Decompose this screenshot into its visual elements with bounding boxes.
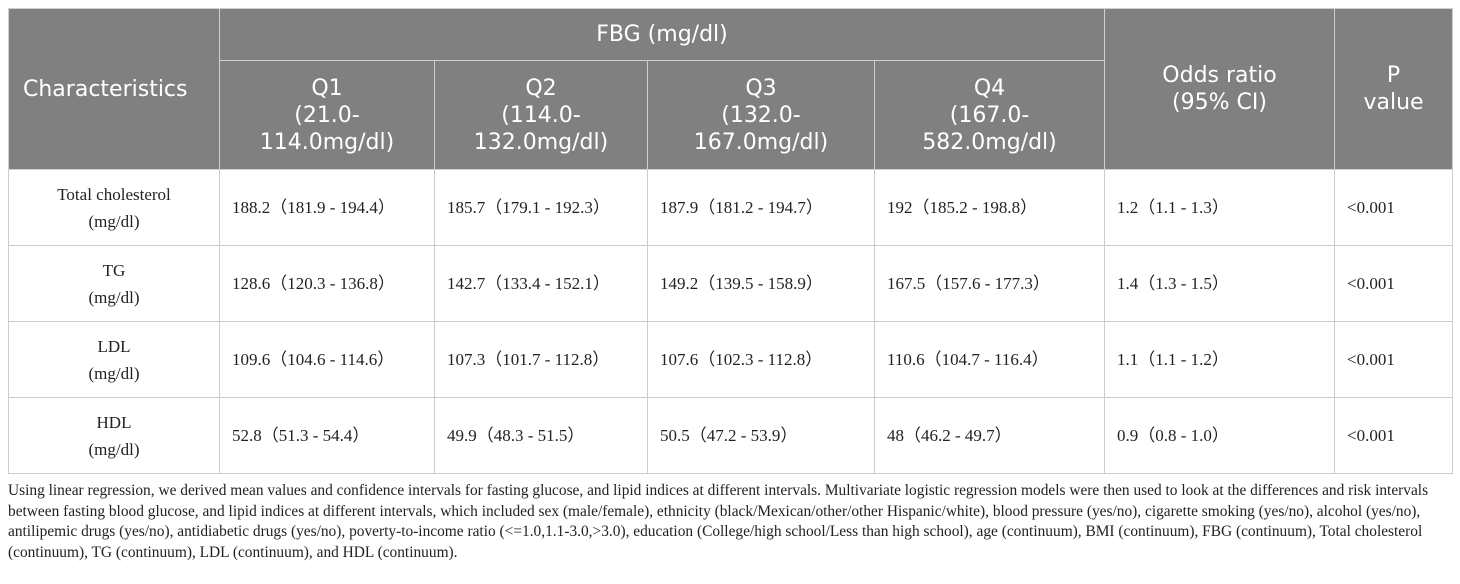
row-label-name: TG (102, 260, 126, 280)
table-footnote: Using linear regression, we derived mean… (8, 482, 1429, 561)
quartile-name: Q4 (973, 75, 1006, 101)
cell-q4: 192（185.2 - 198.8） (873, 169, 1106, 246)
characteristics-header: Characteristics (8, 8, 220, 170)
row-label-unit: (mg/dl) (88, 287, 140, 307)
cell-q1: 52.8（51.3 - 54.4） (219, 397, 435, 474)
table-row: Total cholesterol (mg/dl) 188.2（181.9 - 1… (8, 169, 1454, 246)
cell-q3: 149.2（139.5 - 158.9） (647, 245, 875, 322)
table-header: Characteristics FBG (mg/dl) Odds ratio (9… (8, 8, 1454, 170)
quartile-header-q4: Q4 (167.0- 582.0mg/dl) (873, 60, 1106, 170)
cell-q3: 187.9（181.2 - 194.7） (647, 169, 875, 246)
quartile-range-end: 582.0mg/dl) (922, 129, 1057, 155)
odds-ratio-line2: (95% CI) (1172, 90, 1267, 115)
quartile-range-start: (114.0- (501, 102, 581, 128)
row-label: TG (mg/dl) (8, 245, 220, 322)
cell-p-value: <0.001 (1334, 397, 1454, 474)
cell-odds-ratio: 0.9（0.8 - 1.0） (1104, 397, 1336, 474)
header-row-1: Characteristics FBG (mg/dl) Odds ratio (9… (8, 8, 1454, 170)
row-label-name: Total cholesterol (57, 184, 171, 204)
cell-odds-ratio: 1.4（1.3 - 1.5） (1104, 245, 1336, 322)
cell-q4: 167.5（157.6 - 177.3） (873, 245, 1106, 322)
table-body: Total cholesterol (mg/dl) 188.2（181.9 - 1… (8, 169, 1454, 474)
cell-q3: 50.5（47.2 - 53.9） (647, 397, 875, 474)
table-row: TG (mg/dl) 128.6（120.3 - 136.8） 142.7（133… (8, 245, 1454, 322)
quartile-range-end: 132.0mg/dl) (473, 129, 609, 155)
fbg-group-header: FBG (mg/dl) (218, 8, 1106, 61)
quartile-name: Q2 (525, 75, 557, 101)
cell-q4: 110.6（104.7 - 116.4） (873, 321, 1106, 398)
quartile-range-end: 114.0mg/dl) (259, 129, 395, 155)
cell-odds-ratio: 1.2（1.1 - 1.3） (1104, 169, 1336, 246)
cell-odds-ratio: 1.1（1.1 - 1.2） (1104, 321, 1336, 398)
header-row-2: Q1 (21.0- 114.0mg/dl) Q2 (114.0- 132.0mg/dl)… (9, 60, 1453, 170)
p-value-line2: value (1363, 90, 1424, 115)
quartile-range-start: (21.0- (294, 102, 360, 128)
cell-q2: 142.7（133.4 - 152.1） (434, 245, 648, 322)
quartile-name: Q3 (745, 75, 777, 101)
row-label-name: HDL (96, 412, 132, 432)
odds-ratio-line1: Odds ratio (1162, 63, 1277, 88)
lipid-fbg-table: Characteristics FBG (mg/dl) Odds ratio (9… (8, 8, 1454, 474)
quartile-range-start: (167.0- (949, 102, 1030, 128)
cell-p-value: <0.001 (1334, 321, 1454, 398)
cell-p-value: <0.001 (1334, 169, 1454, 246)
p-value-line1: P (1386, 63, 1401, 88)
cell-q2: 185.7（179.1 - 192.3） (434, 169, 648, 246)
row-label-unit: (mg/dl) (88, 211, 140, 231)
quartile-header-q1: Q1 (21.0- 114.0mg/dl) (219, 60, 435, 170)
cell-q4: 48（46.2 - 49.7） (873, 397, 1106, 474)
cell-q1: 188.2（181.9 - 194.4） (219, 169, 435, 246)
row-label-unit: (mg/dl) (88, 439, 140, 459)
quartile-range-start: (132.0- (721, 102, 801, 128)
row-label: LDL (mg/dl) (8, 321, 220, 398)
table-row: HDL (mg/dl) 52.8（51.3 - 54.4） 49.9（48.3 -… (8, 397, 1454, 474)
table-row: LDL (mg/dl) 109.6（104.6 - 114.6） 107.3（10… (8, 321, 1454, 398)
row-label: Total cholesterol (mg/dl) (8, 169, 220, 246)
quartile-header-q2: Q2 (114.0- 132.0mg/dl) (434, 60, 648, 170)
quartile-name: Q1 (311, 75, 343, 101)
odds-ratio-header: Odds ratio (95% CI) (1104, 8, 1336, 170)
row-label-unit: (mg/dl) (88, 363, 140, 383)
row-label-name: LDL (97, 336, 131, 356)
quartile-header-q3: Q3 (132.0- 167.0mg/dl) (647, 60, 875, 170)
cell-q2: 49.9（48.3 - 51.5） (434, 397, 648, 474)
cell-q1: 128.6（120.3 - 136.8） (219, 245, 435, 322)
quartile-range-end: 167.0mg/dl) (693, 129, 829, 155)
cell-p-value: <0.001 (1334, 245, 1454, 322)
row-label: HDL (mg/dl) (8, 397, 220, 474)
cell-q3: 107.6（102.3 - 112.8） (647, 321, 875, 398)
cell-q1: 109.6（104.6 - 114.6） (219, 321, 435, 398)
cell-q2: 107.3（101.7 - 112.8） (434, 321, 648, 398)
